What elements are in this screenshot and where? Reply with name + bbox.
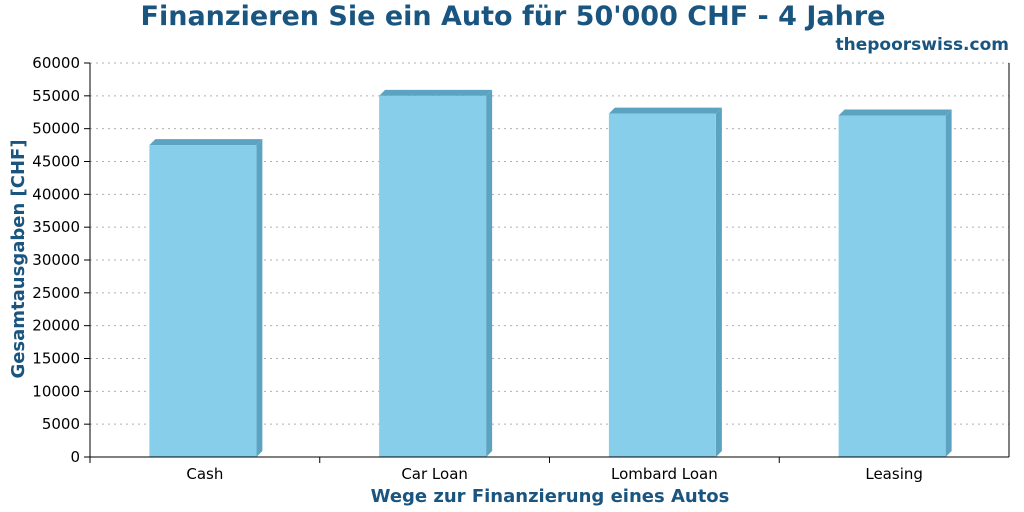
x-tick-label: Cash (186, 465, 223, 483)
bar-side (945, 109, 952, 458)
y-axis-label: Gesamtausgaben [CHF] (8, 139, 29, 378)
y-tick-label: 50000 (32, 120, 80, 138)
bar (838, 109, 952, 458)
bar-top (149, 139, 263, 146)
bar-front (379, 95, 487, 457)
bar-top (379, 89, 493, 96)
bar-top (838, 109, 952, 116)
bar-front (149, 145, 257, 458)
y-tick-label: 45000 (32, 153, 80, 171)
y-tick-label: 10000 (32, 382, 80, 400)
y-tick-label: 5000 (42, 415, 80, 433)
bar-side (256, 139, 263, 458)
y-tick-label: 55000 (32, 87, 80, 105)
y-tick-label: 30000 (32, 251, 80, 269)
bar-front (838, 115, 946, 458)
x-axis-label: Wege zur Finanzierung eines Autos (371, 486, 730, 507)
bars (149, 89, 952, 458)
y-tick-label: 40000 (32, 185, 80, 203)
y-tick-label: 25000 (32, 284, 80, 302)
y-tick-label: 15000 (32, 350, 80, 368)
x-tick-label: Leasing (865, 465, 923, 483)
bar-side (486, 89, 493, 457)
bar-side (715, 107, 722, 458)
bar (379, 89, 493, 457)
bar-top (608, 107, 722, 114)
bar-front (608, 113, 716, 458)
chart-title: Finanzieren Sie ein Auto für 50'000 CHF … (141, 1, 886, 32)
site-brand: thepoorswiss.com (836, 35, 1010, 55)
y-tick-labels: 0 5000 10000 15000 20000 25000 30000 35000 40000… (32, 54, 90, 466)
y-tick-label: 35000 (32, 218, 80, 236)
bar (149, 139, 263, 458)
bar (608, 107, 722, 458)
y-tick-label: 0 (70, 448, 80, 466)
y-tick-label: 60000 (32, 54, 80, 72)
x-tick-labels: Cash Car Loan Lombard Loan Leasing (186, 465, 923, 483)
x-tick-label: Car Loan (401, 465, 468, 483)
y-tick-label: 20000 (32, 317, 80, 335)
x-tick-label: Lombard Loan (611, 465, 718, 483)
